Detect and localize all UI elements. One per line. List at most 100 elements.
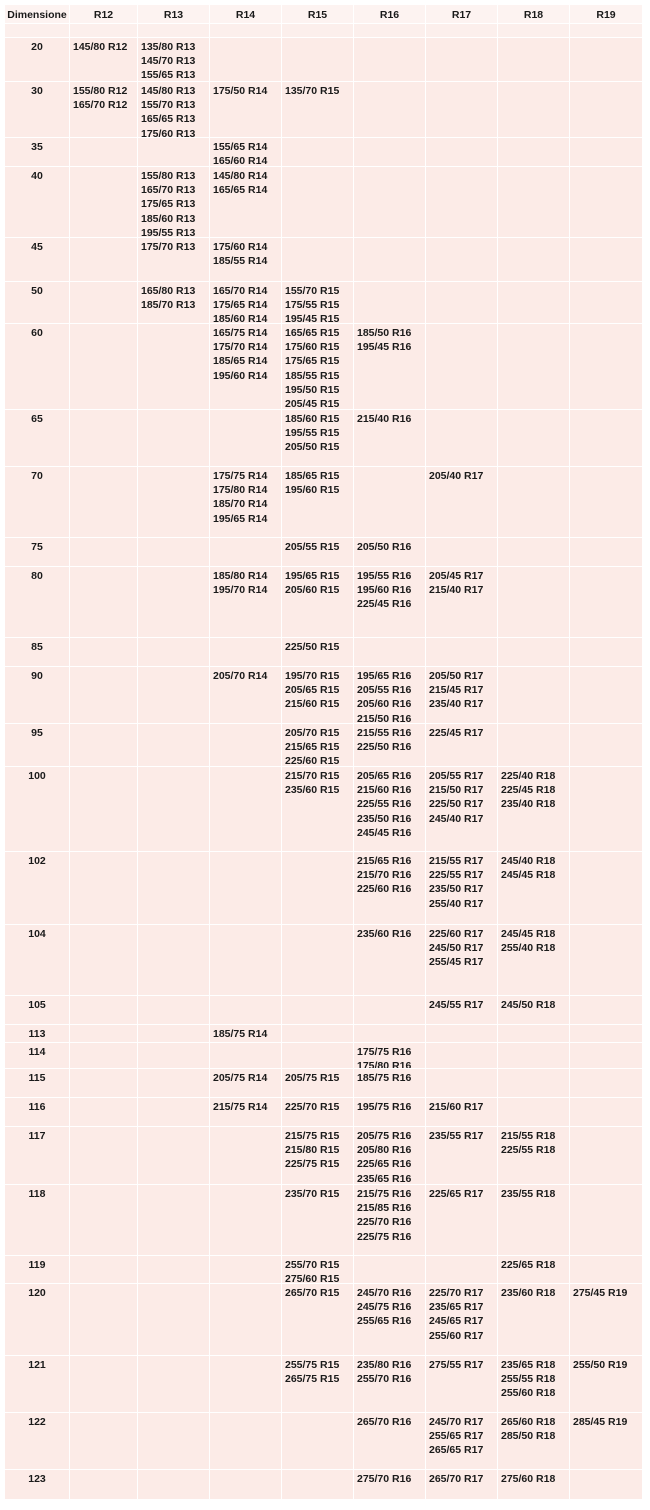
size-cell — [210, 852, 282, 925]
dimension-cell: 116 — [5, 1098, 70, 1127]
size-cell: 215/75 R15 215/80 R15 225/75 R15 — [282, 1127, 354, 1185]
tire-size: 205/55 R15 — [285, 541, 340, 553]
dimension-label: 70 — [31, 470, 43, 482]
size-cell — [498, 410, 570, 467]
tire-size: 195/45 R16 — [357, 341, 412, 354]
tire-size: 195/45 R15 — [285, 313, 340, 324]
size-cell — [210, 1043, 282, 1069]
size-cell: 165/70 R14 175/65 R14 185/60 R14 — [210, 282, 282, 324]
size-cell — [138, 638, 210, 667]
size-cell — [354, 82, 426, 138]
size-cell — [138, 538, 210, 567]
tire-size: 145/80 R13 — [141, 85, 196, 97]
spacer-cell — [498, 24, 570, 38]
size-cell — [70, 538, 138, 567]
size-cell — [210, 38, 282, 82]
size-cell: 185/50 R16 195/45 R16 — [354, 324, 426, 410]
spacer-cell — [426, 24, 498, 38]
spacer-cell — [138, 24, 210, 38]
tire-size: 225/40 R18 — [501, 770, 556, 782]
dimension-label: 40 — [31, 170, 43, 182]
size-cell — [570, 324, 643, 410]
size-cell: 205/55 R15 — [282, 538, 354, 567]
tire-size: 245/45 R18 — [501, 928, 556, 940]
size-cell: 275/45 R19 — [570, 1284, 643, 1356]
size-cell: 145/80 R14 165/65 R14 — [210, 167, 282, 238]
tire-size: 205/75 R16 — [357, 1130, 412, 1142]
size-cell — [570, 925, 643, 996]
dimension-cell: 123 — [5, 1470, 70, 1500]
tire-size: 205/60 R16 — [357, 698, 412, 711]
tire-size: 255/75 R15 — [285, 1359, 340, 1371]
tire-size: 215/75 R16 — [357, 1188, 412, 1200]
tire-size: 145/80 R12 — [73, 41, 128, 53]
tire-size: 205/50 R17 — [429, 670, 484, 682]
size-cell — [282, 238, 354, 282]
tire-size: 245/70 R16 — [357, 1287, 412, 1299]
size-cell: 215/65 R16 215/70 R16 225/60 R16 — [354, 852, 426, 925]
size-cell — [498, 667, 570, 724]
size-cell: 225/70 R15 — [282, 1098, 354, 1127]
spacer-cell — [354, 24, 426, 38]
size-cell — [70, 1069, 138, 1098]
tire-size: 205/75 R14 — [213, 1072, 268, 1084]
size-cell: 155/80 R13 165/70 R13 175/65 R13 185/60 R13… — [138, 167, 210, 238]
tire-size: 175/80 R16 — [357, 1060, 412, 1069]
size-cell — [570, 1069, 643, 1098]
size-cell: 155/70 R15 175/55 R15 195/45 R15 — [282, 282, 354, 324]
dimension-label: 104 — [28, 928, 46, 940]
size-cell: 245/40 R18 245/45 R18 — [498, 852, 570, 925]
tire-size: 195/75 R16 — [357, 1101, 412, 1113]
size-cell — [426, 1256, 498, 1284]
size-cell — [138, 1256, 210, 1284]
size-cell — [570, 567, 643, 638]
dimension-label: 116 — [28, 1101, 46, 1113]
tire-size: 235/55 R18 — [501, 1188, 556, 1200]
size-cell: 265/70 R17 — [426, 1470, 498, 1500]
size-cell: 235/65 R18 255/55 R18 255/60 R18 — [498, 1356, 570, 1413]
dimension-label: 117 — [28, 1130, 46, 1142]
dimension-cell: 104 — [5, 925, 70, 996]
size-cell — [570, 1470, 643, 1500]
tire-size: 205/50 R15 — [285, 441, 340, 454]
tire-size: 215/75 R14 — [213, 1101, 268, 1113]
tire-size: 215/65 R16 — [357, 855, 412, 867]
dimension-cell: 90 — [5, 667, 70, 724]
dimension-label: 95 — [31, 727, 43, 739]
size-cell: 205/45 R17 215/40 R17 — [426, 567, 498, 638]
tire-size: 225/70 R16 — [357, 1216, 412, 1229]
size-cell — [210, 1470, 282, 1500]
size-cell: 155/65 R14 165/60 R14 — [210, 138, 282, 167]
size-cell — [426, 138, 498, 167]
tire-size: 175/75 R16 — [357, 1046, 412, 1058]
dimension-label: 122 — [28, 1416, 46, 1428]
dimension-cell: 120 — [5, 1284, 70, 1356]
tire-size: 215/60 R16 — [357, 784, 412, 797]
size-cell — [426, 167, 498, 238]
tire-size: 235/50 R16 — [357, 812, 412, 825]
tire-size: 255/70 R15 — [285, 1259, 340, 1271]
tire-size: 185/65 R14 — [213, 355, 268, 368]
size-cell: 185/60 R15 195/55 R15 205/50 R15 — [282, 410, 354, 467]
size-cell: 175/75 R14 175/80 R14 185/70 R14 195/65 R14 — [210, 467, 282, 538]
size-cell: 215/55 R16 225/50 R16 — [354, 724, 426, 767]
tire-size: 175/75 R14 — [213, 470, 268, 482]
size-cell — [426, 82, 498, 138]
tire-size: 165/70 R12 — [73, 99, 128, 112]
size-cell — [498, 38, 570, 82]
tire-size: 275/55 R17 — [429, 1359, 484, 1371]
size-cell: 235/60 R18 — [498, 1284, 570, 1356]
size-cell — [426, 38, 498, 82]
tire-size: 245/40 R17 — [429, 812, 484, 825]
dimension-label: 118 — [28, 1188, 46, 1200]
size-cell — [570, 138, 643, 167]
size-cell: 205/75 R15 — [282, 1069, 354, 1098]
size-cell — [138, 1185, 210, 1256]
tire-size: 195/55 R13 — [141, 226, 196, 238]
tire-size: 245/45 R16 — [357, 826, 412, 839]
tire-size: 225/55 R17 — [429, 869, 484, 882]
header-cell: R12 — [70, 5, 138, 24]
size-cell: 255/75 R15 265/75 R15 — [282, 1356, 354, 1413]
tire-size: 215/65 R15 — [285, 741, 340, 754]
dimension-cell: 20 — [5, 38, 70, 82]
